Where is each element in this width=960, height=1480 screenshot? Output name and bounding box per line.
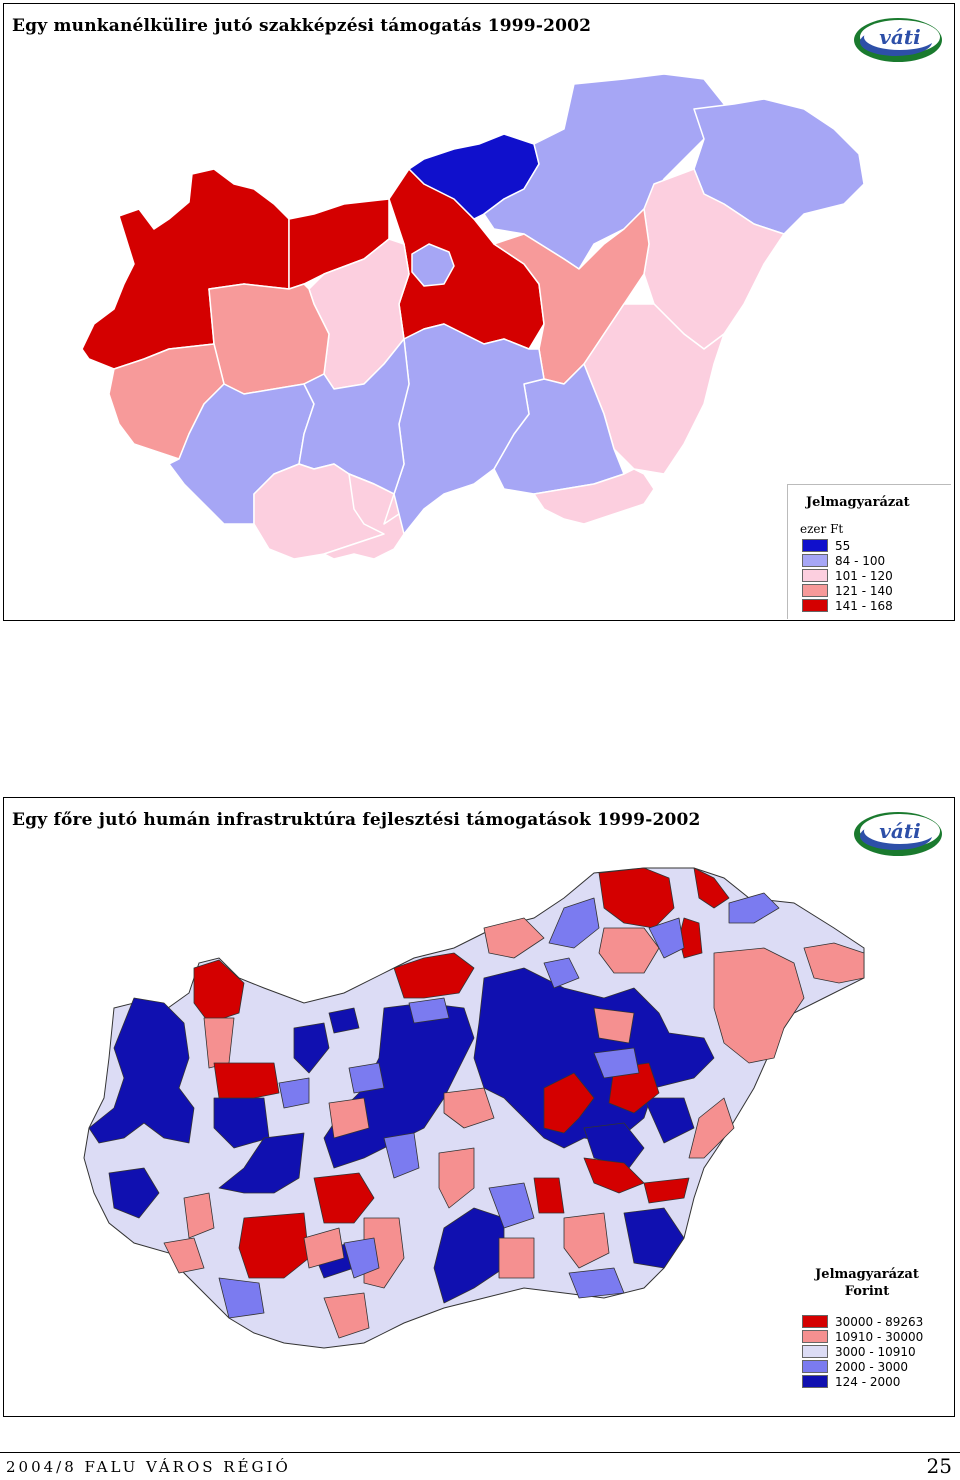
page-number: 25 xyxy=(926,1454,952,1478)
svg-text:váti: váti xyxy=(879,25,920,49)
legend-swatch xyxy=(802,539,828,552)
footer-divider xyxy=(0,1452,960,1453)
legend-unit: ezer Ft xyxy=(800,522,844,536)
legend-title: Jelmagyarázat xyxy=(806,495,910,510)
legend-item: 30000 - 89263 xyxy=(802,1314,923,1329)
county-csongrad xyxy=(533,468,655,525)
legend-swatch xyxy=(802,1315,828,1328)
map-title: Egy munkanélkülire jutó szakképzési támo… xyxy=(12,16,592,36)
journal-name: 2004/8 FALU VÁROS RÉGIÓ xyxy=(6,1458,291,1476)
legend-title: Jelmagyarázat xyxy=(815,1267,919,1282)
legend-item: 84 - 100 xyxy=(802,553,893,568)
county-budapest xyxy=(411,243,455,287)
legend-swatch xyxy=(802,554,828,567)
legend: Jelmagyarázat ezer Ft 55 84 - 100 101 - … xyxy=(787,484,951,619)
legend-unit: Forint xyxy=(844,1284,890,1299)
legend-swatch xyxy=(802,569,828,582)
legend-item: 10910 - 30000 xyxy=(802,1329,923,1344)
legend: Jelmagyarázat Forint 30000 - 89263 10910… xyxy=(794,1263,952,1403)
legend-list: 55 84 - 100 101 - 120 121 - 140 141 - 16… xyxy=(802,538,893,613)
legend-swatch xyxy=(802,599,828,612)
county-veszprem xyxy=(208,283,330,395)
legend-item: 121 - 140 xyxy=(802,583,893,598)
legend-swatch xyxy=(802,1360,828,1373)
legend-swatch xyxy=(802,1345,828,1358)
vati-logo: váti xyxy=(854,812,942,856)
map-title: Egy főre jutó humán infrastruktúra fejle… xyxy=(12,810,701,830)
legend-item: 141 - 168 xyxy=(802,598,893,613)
vati-logo: váti xyxy=(854,18,942,62)
legend-list: 30000 - 89263 10910 - 30000 3000 - 10910… xyxy=(802,1314,923,1389)
map-panel-human-infrastructure: Egy főre jutó humán infrastruktúra fejle… xyxy=(3,797,955,1417)
svg-text:váti: váti xyxy=(879,819,920,843)
subregion-map xyxy=(83,867,865,1349)
county-somogy xyxy=(298,338,410,495)
legend-swatch xyxy=(802,1375,828,1388)
legend-item: 124 - 2000 xyxy=(802,1374,923,1389)
legend-item: 101 - 120 xyxy=(802,568,893,583)
legend-item: 2000 - 3000 xyxy=(802,1359,923,1374)
county-map xyxy=(81,73,865,560)
county-tolna xyxy=(323,473,405,560)
legend-item: 3000 - 10910 xyxy=(802,1344,923,1359)
map-panel-unemployed-training: Egy munkanélkülire jutó szakképzési támo… xyxy=(3,3,955,621)
legend-swatch xyxy=(802,584,828,597)
legend-swatch xyxy=(802,1330,828,1343)
legend-item: 55 xyxy=(802,538,893,553)
